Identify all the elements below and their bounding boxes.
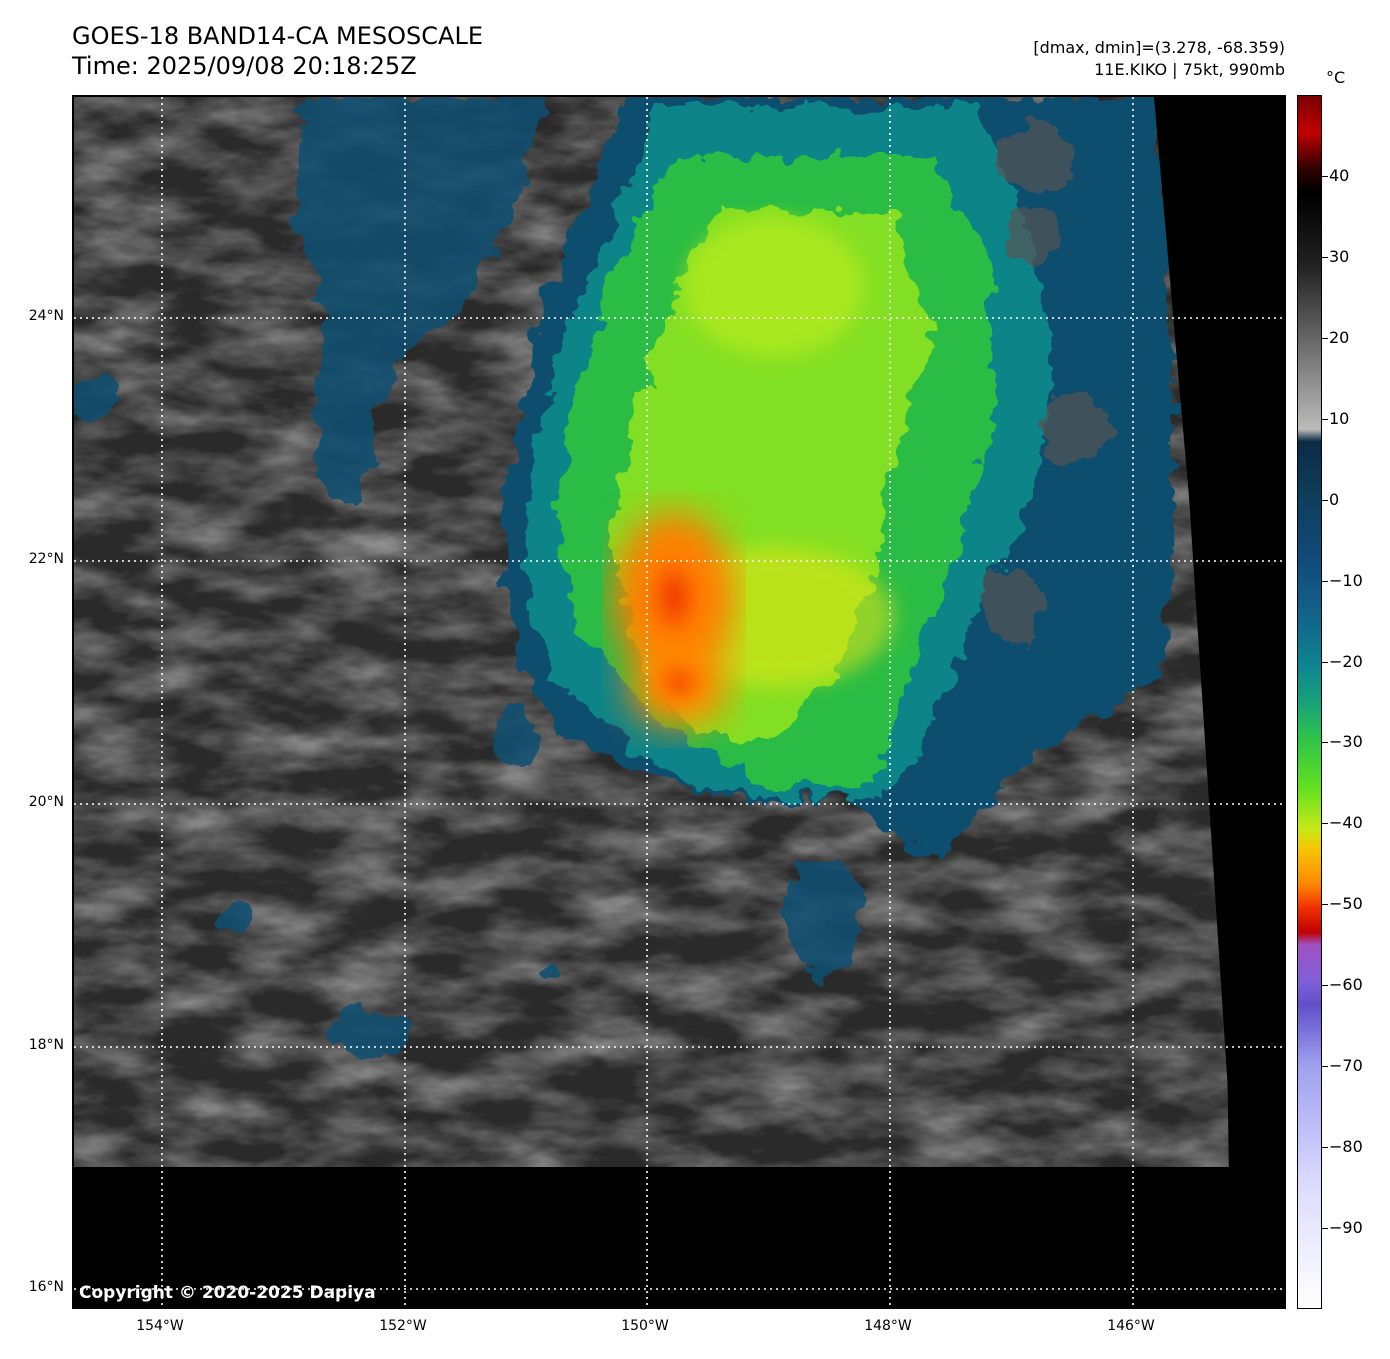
colorbar-tick-label: −90 xyxy=(1329,1218,1363,1238)
colorbar-tick xyxy=(1322,418,1328,420)
lat-label-20n: 20°N xyxy=(28,794,64,810)
lon-label-152w: 152°W xyxy=(379,1318,427,1334)
colorbar-tick xyxy=(1322,256,1328,258)
colorbar-tick xyxy=(1322,1228,1328,1230)
colorbar-tick xyxy=(1322,1147,1328,1149)
satellite-imagery xyxy=(74,97,1284,1307)
colorbar-tick xyxy=(1322,337,1328,339)
lon-label-154w: 154°W xyxy=(136,1318,184,1334)
lon-label-150w: 150°W xyxy=(621,1318,669,1334)
lat-label-18n: 18°N xyxy=(28,1037,64,1053)
colorbar-tick xyxy=(1322,499,1328,501)
temperature-range: [dmax, dmin]=(3.278, -68.359) xyxy=(1033,38,1285,57)
lat-label-22n: 22°N xyxy=(28,551,64,567)
colorbar-tick-label: 0 xyxy=(1329,489,1340,509)
colorbar-tick-label: −10 xyxy=(1329,570,1363,590)
colorbar-tick xyxy=(1322,580,1328,582)
copyright-notice: Copyright © 2020-2025 Dapiya xyxy=(79,1283,376,1303)
lon-label-146w: 146°W xyxy=(1107,1318,1155,1334)
storm-info: 11E.KIKO | 75kt, 990mb xyxy=(1094,60,1285,79)
colorbar-tick-label: −70 xyxy=(1329,1056,1363,1076)
lat-label-16n: 16°N xyxy=(28,1279,64,1295)
colorbar-tick xyxy=(1322,1066,1328,1068)
colorbar-tick xyxy=(1322,661,1328,663)
colorbar-tick xyxy=(1322,742,1328,744)
image-title: GOES-18 BAND14-CA MESOSCALE xyxy=(72,22,483,50)
lat-label-24n: 24°N xyxy=(28,308,64,324)
colorbar-tick-label: −30 xyxy=(1329,732,1363,752)
colorbar-tick xyxy=(1322,904,1328,906)
temperature-colorbar xyxy=(1297,95,1322,1309)
image-timestamp: Time: 2025/09/08 20:18:25Z xyxy=(72,52,417,80)
colorbar-tick-label: −80 xyxy=(1329,1137,1363,1157)
colorbar-tick-label: 30 xyxy=(1329,246,1350,266)
colorbar-tick-label: −50 xyxy=(1329,894,1363,914)
colorbar-tick-label: −20 xyxy=(1329,651,1363,671)
colorbar-tick-label: −60 xyxy=(1329,975,1363,995)
colorbar-unit: °C xyxy=(1326,68,1346,87)
lon-label-148w: 148°W xyxy=(864,1318,912,1334)
colorbar-tick-label: 40 xyxy=(1329,165,1350,185)
colorbar-tick xyxy=(1322,985,1328,987)
colorbar-tick-label: 20 xyxy=(1329,327,1350,347)
colorbar-tick-label: 10 xyxy=(1329,408,1350,428)
colorbar-tick xyxy=(1322,823,1328,825)
colorbar-tick xyxy=(1322,175,1328,177)
colorbar-tick-label: −40 xyxy=(1329,813,1363,833)
satellite-map: Copyright © 2020-2025 Dapiya xyxy=(72,95,1286,1309)
